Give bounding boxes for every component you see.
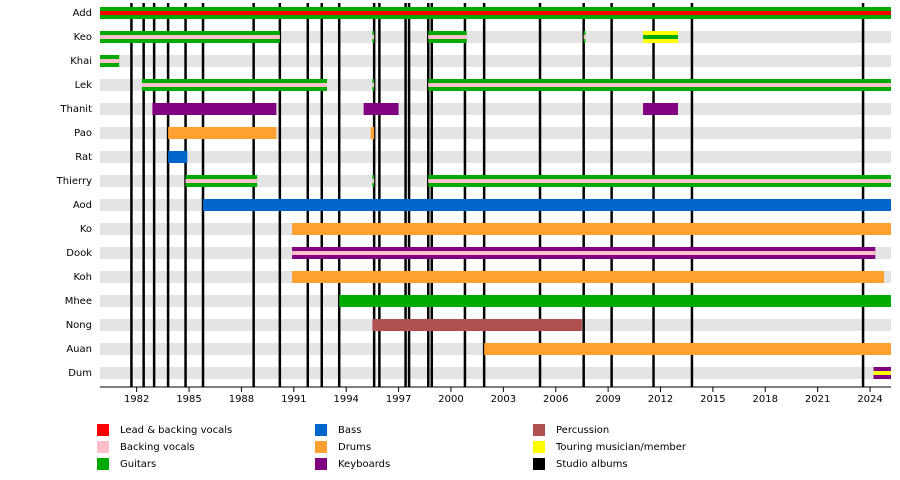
x-tick-label: 1991	[281, 394, 306, 405]
member-name: Rat	[75, 152, 92, 163]
x-tick-label: 1982	[124, 394, 149, 405]
member-bar-stripe	[372, 179, 375, 183]
member-bar	[370, 127, 375, 139]
member-name: Khai	[70, 56, 92, 67]
row-band	[100, 127, 891, 139]
legend-swatch	[533, 441, 545, 453]
member-bar-stripe	[428, 179, 891, 183]
member-name: Dook	[66, 248, 92, 259]
member-bar-stripe	[100, 59, 120, 63]
member-name: Aod	[73, 200, 92, 211]
x-tick-label: 2024	[857, 394, 882, 405]
member-bar	[168, 151, 188, 163]
member-bar	[643, 103, 678, 115]
x-tick-label: 2000	[438, 394, 463, 405]
legend-swatch	[533, 458, 545, 470]
member-bar	[484, 343, 891, 355]
member-bar	[152, 103, 277, 115]
x-tick-label: 1985	[176, 394, 201, 405]
member-bar	[168, 127, 277, 139]
member-name: Nong	[66, 320, 92, 331]
legend-label: Guitars	[120, 459, 156, 470]
x-tick-label: 2015	[700, 394, 725, 405]
member-name: Thanit	[59, 104, 92, 115]
x-tick-label: 2012	[648, 394, 673, 405]
member-bar-stripe	[873, 371, 891, 375]
legend-label: Studio albums	[556, 459, 628, 470]
legend-label: Percussion	[556, 425, 609, 436]
member-bar-stripe	[428, 83, 891, 87]
row-band	[100, 55, 891, 67]
legend-label: Lead & backing vocals	[120, 425, 232, 436]
x-tick-label: 1988	[229, 394, 254, 405]
x-tick-label: 1994	[333, 394, 358, 405]
x-tick-label: 1997	[386, 394, 411, 405]
x-tick-label: 2006	[543, 394, 568, 405]
member-bar-stripe	[292, 251, 876, 255]
member-name: Mhee	[65, 296, 92, 307]
member-bar-stripe	[141, 83, 327, 87]
member-name: Ko	[80, 224, 92, 235]
legend-swatch	[533, 424, 545, 436]
row-band	[100, 151, 891, 163]
member-bar	[363, 103, 399, 115]
member-bar-stripe	[100, 35, 280, 39]
x-tick-label: 2021	[805, 394, 830, 405]
member-bar	[339, 295, 891, 307]
legend-label: Backing vocals	[120, 442, 195, 453]
legend-label: Drums	[338, 442, 371, 453]
member-bar-stripe	[185, 179, 258, 183]
x-tick-label: 2009	[595, 394, 620, 405]
member-bar-stripe	[100, 11, 891, 15]
member-name: Dum	[68, 368, 92, 379]
member-bar-stripe	[643, 35, 678, 39]
legend-label: Bass	[338, 425, 361, 436]
member-name: Thierry	[56, 176, 92, 187]
row-band	[100, 31, 891, 43]
legend-swatch	[97, 458, 109, 470]
member-name: Koh	[73, 272, 92, 283]
legend-label: Keyboards	[338, 459, 390, 470]
legend-swatch	[315, 441, 327, 453]
member-bar	[292, 271, 885, 283]
member-bar	[372, 319, 582, 331]
x-tick-label: 2018	[753, 394, 778, 405]
x-tick-label: 2003	[491, 394, 516, 405]
legend-swatch	[315, 424, 327, 436]
member-name: Keo	[74, 32, 92, 43]
member-bar	[203, 199, 891, 211]
row-band	[100, 103, 891, 115]
member-name: Add	[73, 8, 92, 19]
member-bar-stripe	[372, 35, 375, 39]
member-name: Pao	[74, 128, 92, 139]
legend-swatch	[315, 458, 327, 470]
legend-label: Touring musician/member	[555, 442, 687, 453]
member-bar	[292, 223, 891, 235]
member-bar-stripe	[428, 35, 467, 39]
legend-swatch	[97, 424, 109, 436]
legend-swatch	[97, 441, 109, 453]
member-bar-stripe	[583, 35, 586, 39]
member-name: Auan	[66, 344, 92, 355]
member-bar-stripe	[372, 83, 375, 87]
row-band	[100, 367, 891, 379]
member-name: Lek	[75, 80, 93, 91]
